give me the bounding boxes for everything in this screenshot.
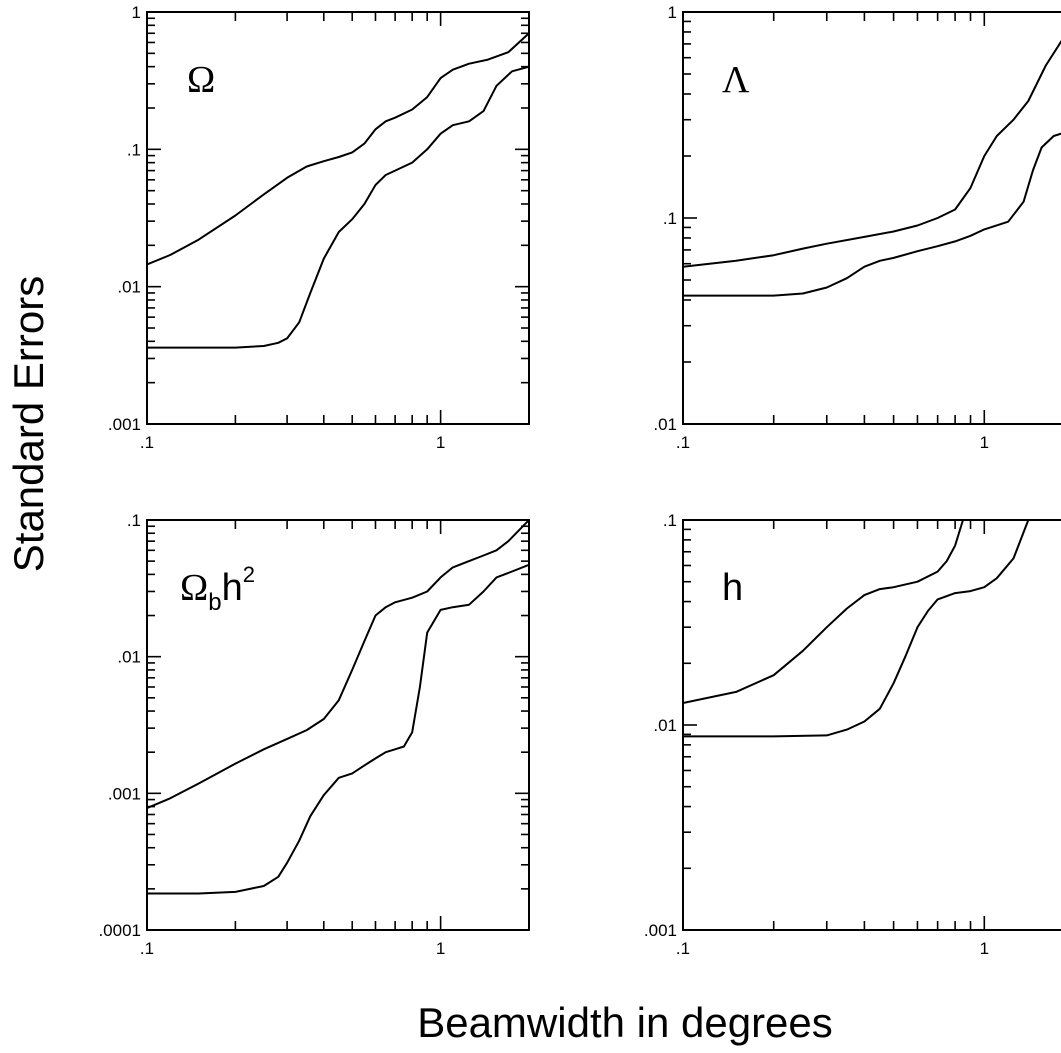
- x-tick-label: .1: [140, 433, 154, 452]
- y-tick-label: .1: [663, 511, 677, 530]
- y-tick-label: .1: [127, 511, 141, 530]
- x-tick-label: .1: [676, 433, 690, 452]
- chart-panels: .001.01.11.1 1Ω.01.11.1 1Λ.0001.001.01.1.1…: [98, 3, 1061, 958]
- x-tick-label: .1: [676, 939, 690, 958]
- chart-panel-3: .0001 .001 .01 .1 .1 1 Ωbh2: [98, 511, 530, 958]
- series-line-1: [683, 40, 1061, 268]
- y-tick-label: .001: [108, 784, 141, 803]
- panel-label: Ω: [187, 59, 215, 101]
- y-tick-label: .1: [663, 209, 677, 228]
- series-line-2: [147, 65, 529, 349]
- panel-label: Ωbh2: [180, 562, 255, 616]
- y-tick-label: .1: [127, 140, 141, 159]
- y-tick-label: 1: [668, 3, 677, 22]
- y-tick-label: 1: [132, 3, 141, 22]
- series-line-1: [683, 520, 964, 704]
- plot-frame: [146, 11, 530, 425]
- panel-label: h: [722, 567, 743, 609]
- x-tick-label: 1: [436, 939, 445, 958]
- x-tick-label: .1: [140, 939, 154, 958]
- y-tick-label: .0001: [98, 921, 141, 940]
- chart-panel-1: .001 .01 .1 1 .1 1 Ω: [108, 3, 530, 452]
- series-line-2: [683, 520, 1030, 738]
- series-line-2: [147, 563, 529, 895]
- y-tick-label: .001: [108, 415, 141, 434]
- y-tick-label: .01: [653, 716, 677, 735]
- x-tick-label: 1: [980, 939, 989, 958]
- y-tick-label: .01: [653, 415, 677, 434]
- series-line-1: [147, 32, 529, 266]
- y-tick-label: .001: [644, 921, 677, 940]
- chart-panel-4: .001 .01 .1 .1 1 h: [644, 511, 1061, 958]
- series-line-2: [683, 132, 1061, 297]
- y-axis-title: Standard Errors: [5, 276, 52, 572]
- plot-frame: [146, 519, 530, 931]
- y-tick-label: .01: [117, 648, 141, 667]
- x-tick-label: 1: [436, 433, 445, 452]
- x-tick-label: 1: [980, 433, 989, 452]
- series-line-1: [147, 520, 529, 810]
- panel-label: Λ: [722, 59, 750, 101]
- y-tick-label: .01: [117, 278, 141, 297]
- chart-panel-2: .01.11.1 1Λ: [653, 3, 1061, 452]
- x-axis-title: Beamwidth in degrees: [417, 999, 833, 1046]
